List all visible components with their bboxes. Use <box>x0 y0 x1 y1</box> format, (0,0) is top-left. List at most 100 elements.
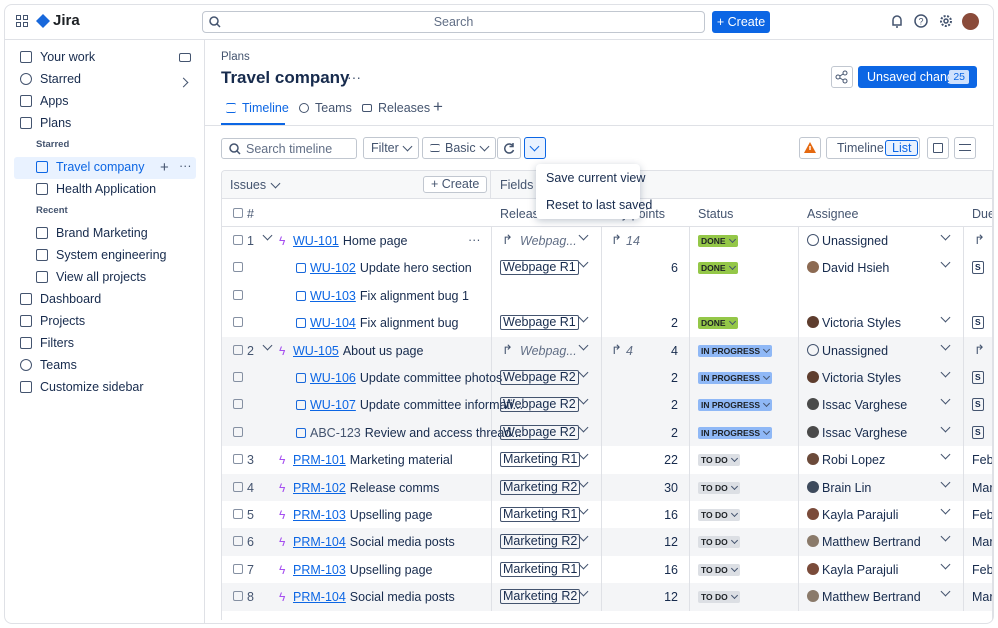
chevron-icon[interactable] <box>578 559 589 570</box>
assignee-name[interactable]: Victoria Styles <box>822 371 901 385</box>
issue-key[interactable]: PRM-104 <box>293 535 346 550</box>
menu-item[interactable]: Reset to last saved <box>546 198 653 212</box>
release-lozenge[interactable]: Webpage R2 <box>500 424 579 440</box>
status-lozenge[interactable]: TO DO <box>698 481 740 494</box>
chevron-icon[interactable] <box>578 340 589 351</box>
add-icon[interactable]: + <box>160 159 169 176</box>
issue-key[interactable]: WU-107 <box>310 398 356 413</box>
chevron-icon[interactable] <box>578 394 589 405</box>
nav-item[interactable]: Starred <box>20 68 81 90</box>
settings-button[interactable] <box>954 137 976 159</box>
fields-dropdown[interactable]: Fields <box>500 178 548 192</box>
calendar-button[interactable] <box>927 137 949 159</box>
nav-item[interactable]: Travel company <box>36 156 144 178</box>
status-lozenge[interactable]: TO DO <box>698 454 740 467</box>
chevron-icon[interactable] <box>940 504 951 515</box>
assignee-name[interactable]: Unassigned <box>822 343 889 358</box>
nav-item[interactable]: Apps <box>20 90 69 112</box>
nav-item[interactable]: Your work <box>20 46 95 68</box>
chevron-icon[interactable] <box>578 422 589 433</box>
share-button[interactable] <box>831 66 853 88</box>
chevron-icon[interactable] <box>578 449 589 460</box>
chevron-icon[interactable] <box>578 477 589 488</box>
timeline-search[interactable]: Search timeline <box>221 138 357 159</box>
chevron-icon[interactable] <box>578 230 589 241</box>
chevron-icon[interactable] <box>940 394 951 405</box>
issues-dropdown[interactable]: Issues <box>230 178 281 192</box>
warning-button[interactable] <box>799 137 821 159</box>
release-lozenge[interactable]: Marketing R2 <box>500 589 581 605</box>
release-lozenge[interactable]: Marketing R1 <box>500 507 581 522</box>
row-checkbox[interactable] <box>233 454 243 465</box>
assignee-name[interactable]: Kayla Parajuli <box>822 562 899 577</box>
row-checkbox[interactable] <box>233 509 243 519</box>
breadcrumb[interactable]: Plans <box>221 51 250 63</box>
chevron-icon[interactable] <box>578 586 589 597</box>
row-checkbox[interactable] <box>233 426 243 437</box>
create-button[interactable]: + Create <box>712 11 770 33</box>
chevron-icon[interactable] <box>578 504 589 515</box>
nav-item[interactable]: Filters <box>20 332 74 354</box>
chevron-icon[interactable] <box>940 312 951 323</box>
row-checkbox[interactable] <box>233 399 243 410</box>
assignee-name[interactable]: Matthew Bertrand <box>822 590 921 605</box>
unsaved-button[interactable]: Unsaved changes 25 <box>858 66 977 88</box>
chevron-icon[interactable] <box>940 559 951 570</box>
select-all[interactable] <box>233 208 243 218</box>
assignee-name[interactable]: Matthew Bertrand <box>822 535 921 550</box>
assignee-name[interactable]: Brain Lin <box>822 480 872 495</box>
release-lozenge[interactable]: Marketing R2 <box>500 534 581 550</box>
add-tab[interactable]: + <box>433 97 443 116</box>
row-more[interactable]: ··· <box>468 233 481 247</box>
status-lozenge[interactable]: IN PROGRESS <box>698 344 773 357</box>
nav-item[interactable]: Projects <box>20 310 85 332</box>
app-switcher[interactable] <box>16 15 28 27</box>
starred-chevron[interactable] <box>178 75 189 89</box>
nav-item[interactable]: Customize sidebar <box>20 376 144 398</box>
chevron-icon[interactable] <box>262 340 273 351</box>
chevron-icon[interactable] <box>262 230 273 241</box>
chevron-icon[interactable] <box>940 422 951 433</box>
collapse-icon[interactable] <box>179 53 191 62</box>
notifications-icon[interactable] <box>890 14 904 28</box>
release-lozenge[interactable]: Webpage R1 <box>500 315 579 331</box>
more-icon[interactable]: ··· <box>179 159 192 173</box>
search-box[interactable]: Search <box>202 11 705 33</box>
row-checkbox[interactable] <box>233 317 243 328</box>
issue-key[interactable]: PRM-101 <box>293 453 346 468</box>
nav-item[interactable]: Health Application <box>36 178 156 200</box>
release-lozenge[interactable]: Webpage R2 <box>500 397 579 413</box>
nav-item[interactable]: View all projects <box>36 266 146 288</box>
status-lozenge[interactable]: IN PROGRESS <box>698 372 773 384</box>
assignee-name[interactable]: Victoria Styles <box>822 316 901 331</box>
issue-key[interactable]: WU-104 <box>310 316 356 331</box>
row-checkbox[interactable] <box>233 536 243 547</box>
status-lozenge[interactable]: DONE <box>698 235 738 247</box>
refresh-button[interactable] <box>497 137 521 159</box>
title-more[interactable]: ··· <box>347 69 361 85</box>
status-lozenge[interactable]: IN PROGRESS <box>698 399 773 412</box>
chevron-icon[interactable] <box>578 312 589 323</box>
chevron-icon[interactable] <box>940 449 951 460</box>
issue-key[interactable]: WU-106 <box>310 371 356 385</box>
status-lozenge[interactable]: TO DO <box>698 536 740 549</box>
chevron-icon[interactable] <box>578 257 589 268</box>
status-lozenge[interactable]: DONE <box>698 262 738 275</box>
assignee-name[interactable]: David Hsieh <box>822 261 890 276</box>
assignee-name[interactable]: Issac Varghese <box>822 425 908 440</box>
create-issue-button[interactable]: + Create <box>423 176 488 193</box>
row-checkbox[interactable] <box>233 372 243 382</box>
chevron-icon[interactable] <box>940 340 951 351</box>
settings-icon[interactable] <box>939 14 953 28</box>
chevron-icon[interactable] <box>940 367 951 378</box>
issue-key[interactable]: PRM-104 <box>293 590 346 605</box>
issue-key[interactable]: WU-102 <box>310 261 356 276</box>
tab[interactable]: Timeline <box>226 101 289 115</box>
row-checkbox[interactable] <box>233 591 243 602</box>
chevron-icon[interactable] <box>578 531 589 542</box>
assignee-name[interactable]: Robi Lopez <box>822 453 886 468</box>
assignee-name[interactable]: Kayla Parajuli <box>822 508 899 522</box>
chevron-icon[interactable] <box>578 367 589 378</box>
release-lozenge[interactable]: Marketing R1 <box>500 452 581 468</box>
release-lozenge[interactable]: Marketing R2 <box>500 479 581 495</box>
